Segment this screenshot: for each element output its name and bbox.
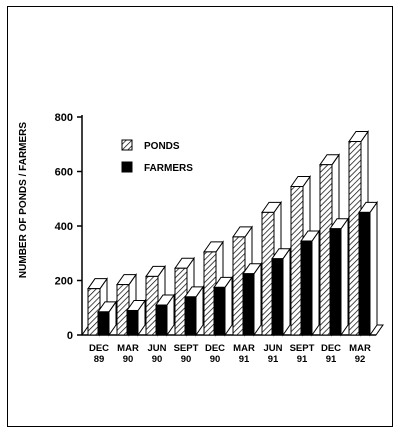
x-tick-label: 90 — [152, 354, 163, 365]
x-tick-label: 89 — [94, 354, 105, 365]
y-tick-label: 200 — [55, 276, 73, 288]
x-tick-label: 90 — [210, 354, 221, 365]
y-tick-label: 600 — [55, 167, 73, 179]
y-tick-label: 800 — [55, 112, 73, 124]
x-tick-labels: DEC89MAR90JUN90SEPT90DEC90MAR91JUN91SEPT… — [89, 343, 371, 365]
y-axis-label: NUMBER OF PONDS / FARMERS — [18, 122, 29, 278]
x-tick-label: MAR — [117, 343, 139, 354]
x-tick-label: 90 — [123, 354, 134, 365]
legend-label-farmers: FARMERS — [144, 163, 193, 174]
x-tick-label: SEPT — [174, 343, 199, 354]
bars — [87, 129, 378, 337]
legend-label-ponds: PONDS — [144, 141, 180, 152]
farmers-bar — [126, 298, 146, 337]
x-tick-label: JUN — [263, 343, 282, 354]
farmers-bar — [358, 200, 378, 337]
x-tick-label: DEC — [205, 343, 225, 354]
x-tick-label: DEC — [89, 343, 109, 354]
farmers-bar — [271, 247, 291, 337]
x-tick-label: MAR — [233, 343, 255, 354]
legend-swatch-farmers — [121, 161, 133, 173]
x-tick-label: DEC — [321, 343, 341, 354]
x-tick-label: MAR — [349, 343, 371, 354]
farmers-bar — [213, 275, 233, 337]
ponds-bar — [203, 240, 224, 337]
farmers-bar — [300, 229, 320, 337]
farmers-bar — [155, 293, 175, 337]
x-tick-label: 91 — [326, 354, 337, 365]
x-tick-label: SEPT — [290, 343, 315, 354]
figure-border — [7, 6, 393, 427]
x-tick-label: 91 — [239, 354, 250, 365]
y-tick-label: 400 — [55, 221, 73, 233]
legend: PONDS FARMERS — [121, 139, 193, 174]
farmers-bar — [184, 285, 204, 337]
farmers-bar — [329, 217, 349, 337]
farmers-bar — [97, 300, 117, 337]
x-tick-label: 92 — [355, 354, 366, 365]
legend-swatch-ponds — [121, 139, 133, 151]
x-tick-label: 91 — [268, 354, 279, 365]
farmers-bar — [242, 262, 262, 337]
x-tick-label: JUN — [147, 343, 166, 354]
x-tick-label: 91 — [297, 354, 308, 365]
x-tick-label: 90 — [181, 354, 192, 365]
y-tick-label: 0 — [67, 330, 73, 342]
